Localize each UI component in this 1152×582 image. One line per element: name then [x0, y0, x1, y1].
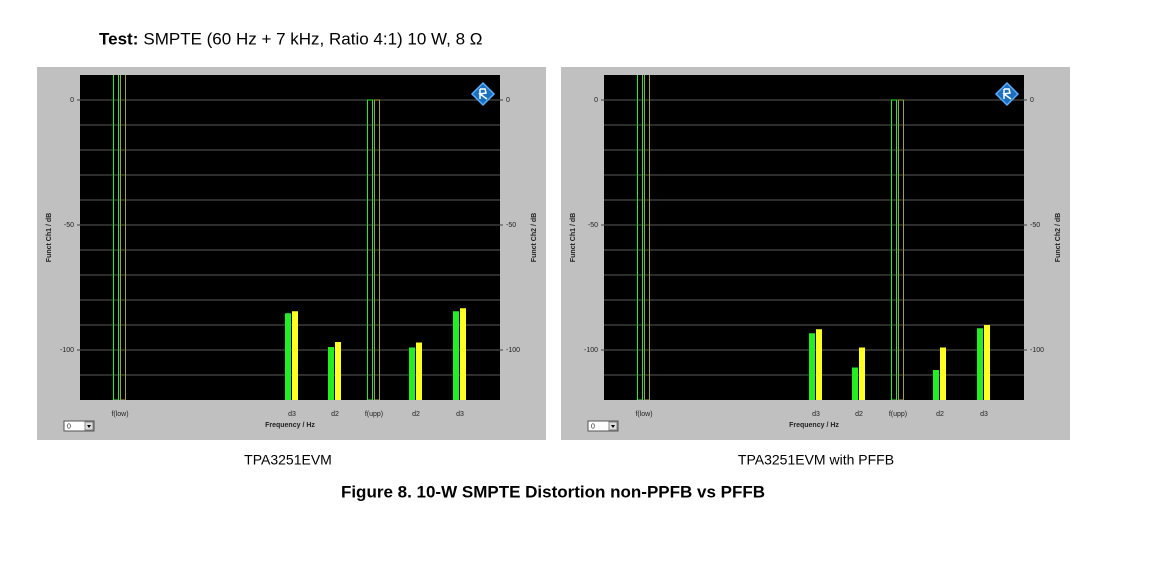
bar: [933, 370, 939, 400]
x-axis-label: Frequency / Hz: [789, 422, 839, 429]
bar: [416, 342, 422, 400]
figure-caption: Figure 8. 10-W SMPTE Distortion non-PPFB…: [341, 482, 765, 501]
y-tick-label: -100: [60, 347, 74, 354]
bar: [816, 329, 822, 400]
bar: [859, 347, 865, 400]
dropdown: [587, 420, 619, 432]
bar: [637, 75, 643, 400]
x-axis-label: Frequency / Hz: [265, 422, 315, 429]
y-tick-label: -50: [64, 222, 74, 229]
y2-tick-label: 0: [506, 97, 510, 104]
bar: [409, 347, 415, 400]
chart-caption: TPA3251EVM: [244, 452, 332, 468]
logo-inner: [1002, 88, 1012, 100]
y-tick-label: -100: [584, 347, 598, 354]
x-tick-label: d2: [412, 411, 420, 418]
y2-axis-label: Funct Ch2 / dB: [1055, 213, 1062, 262]
x-tick-label: d3: [288, 411, 296, 418]
x-tick-label: d3: [812, 411, 820, 418]
bar: [335, 342, 341, 400]
bar: [113, 75, 119, 400]
chart: 0 -50 -100 0 -50 -100 f(low) d3 d2 f(upp) d2 d3 Freq…: [561, 67, 1070, 468]
y2-tick-label: -100: [506, 347, 520, 354]
dropdown-arrow: [87, 425, 91, 428]
dropdown-value: 0: [591, 423, 595, 430]
dropdown: [63, 420, 95, 432]
bar: [374, 99, 380, 400]
y2-tick-label: -50: [506, 222, 516, 229]
dropdown-arrow: [611, 425, 615, 428]
bar: [328, 347, 334, 400]
bar: [940, 347, 946, 400]
y2-tick-label: -100: [1030, 347, 1044, 354]
y2-tick-label: 0: [1030, 97, 1034, 104]
x-tick-label: f(upp): [365, 411, 383, 418]
bar: [809, 333, 815, 400]
header-text: SMPTE (60 Hz + 7 kHz, Ratio 4:1) 10 W, 8…: [143, 29, 482, 48]
chart-caption: TPA3251EVM with PFFB: [738, 452, 894, 468]
x-tick-label: d3: [456, 411, 464, 418]
bar: [977, 328, 983, 400]
bars: [637, 75, 990, 400]
bar: [120, 75, 126, 400]
x-tick-label: f(low): [635, 411, 652, 418]
y-axis-label: Funct Ch1 / dB: [570, 213, 577, 262]
y-axis-label: Funct Ch1 / dB: [46, 213, 53, 262]
bar: [285, 313, 291, 400]
bar: [644, 75, 650, 400]
bar: [852, 367, 858, 400]
bar: [453, 311, 459, 400]
bar: [460, 308, 466, 400]
bar: [891, 99, 897, 400]
x-tick-label: d2: [331, 411, 339, 418]
dropdown-value: 0: [67, 423, 71, 430]
x-tick-label: f(upp): [889, 411, 907, 418]
y-tick-label: 0: [70, 97, 74, 104]
bars: [113, 75, 466, 400]
y2-axis-label: Funct Ch2 / dB: [531, 213, 538, 262]
bar: [292, 311, 298, 400]
y2-tick-label: -50: [1030, 222, 1040, 229]
x-tick-label: f(low): [111, 411, 128, 418]
x-tick-label: d2: [936, 411, 944, 418]
chart: 0 -50 -100 0 -50 -100 f(low) d3 d2 f(upp) d2 d3 Freq…: [37, 67, 546, 468]
x-tick-label: d3: [980, 411, 988, 418]
bar: [898, 99, 904, 400]
y-tick-label: 0: [594, 97, 598, 104]
x-tick-label: d2: [855, 411, 863, 418]
y-tick-label: -50: [588, 222, 598, 229]
bar: [984, 325, 990, 400]
logo-inner: [478, 88, 488, 100]
bar: [367, 99, 373, 400]
header-label: Test:: [99, 29, 138, 48]
